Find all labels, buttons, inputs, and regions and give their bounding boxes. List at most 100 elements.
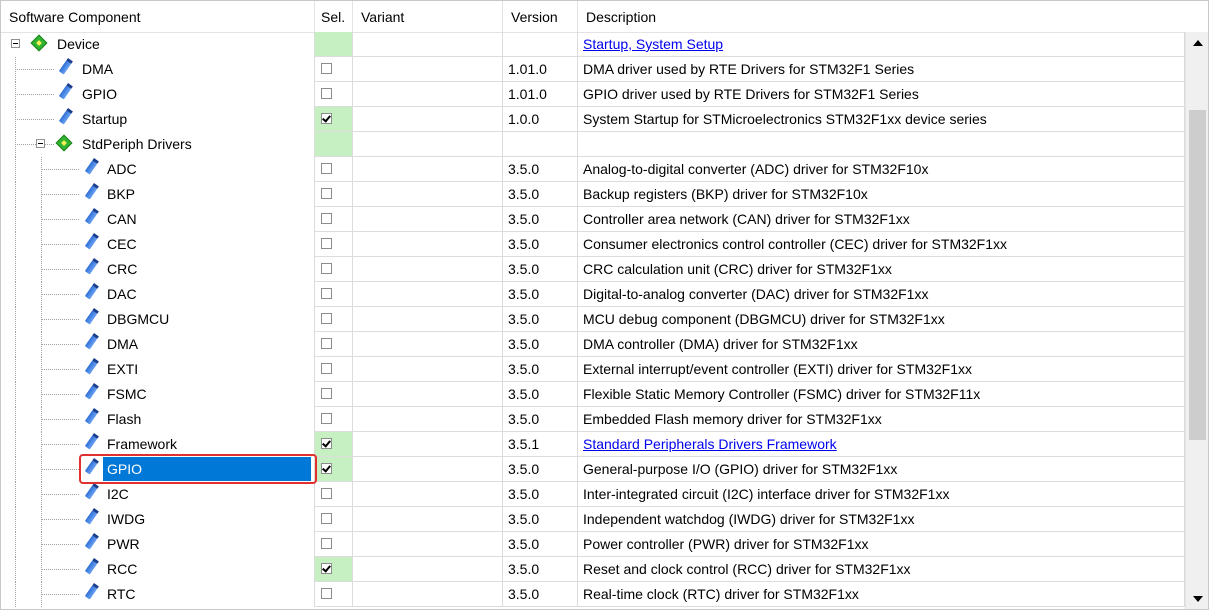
component-name[interactable]: CAN <box>107 211 137 227</box>
component-cell[interactable]: ADC <box>1 157 315 182</box>
component-name[interactable]: DAC <box>107 286 137 302</box>
sel-cell[interactable] <box>315 132 353 157</box>
select-checkbox[interactable] <box>321 238 332 249</box>
description-link[interactable]: Standard Peripherals Drivers Framework <box>583 436 837 452</box>
select-checkbox[interactable] <box>321 213 332 224</box>
component-cell[interactable]: I2C <box>1 482 315 507</box>
component-cell[interactable]: StdPeriph Drivers <box>1 132 315 157</box>
sel-cell[interactable] <box>315 257 353 282</box>
select-checkbox[interactable] <box>321 363 332 374</box>
select-checkbox[interactable] <box>321 513 332 524</box>
table-row[interactable]: DAC 3.5.0 Digital-to-analog converter (DAC… <box>1 282 1185 307</box>
sel-cell[interactable] <box>315 532 353 557</box>
description-cell[interactable]: Standard Peripherals Drivers Framework <box>578 432 1185 457</box>
sel-cell[interactable] <box>315 32 353 57</box>
collapse-toggle-icon[interactable] <box>36 139 45 148</box>
sel-cell[interactable] <box>315 282 353 307</box>
table-row[interactable]: Framework 3.5.1 Standard Peripherals Drive… <box>1 432 1185 457</box>
sel-cell[interactable] <box>315 82 353 107</box>
select-checkbox[interactable] <box>321 163 332 174</box>
table-row[interactable]: PWR 3.5.0 Power controller (PWR) driver fo… <box>1 532 1185 557</box>
select-checkbox[interactable] <box>321 438 332 449</box>
select-checkbox[interactable] <box>321 463 332 474</box>
description-cell[interactable]: Startup, System Setup <box>578 32 1185 57</box>
scrollbar-thumb[interactable] <box>1189 110 1206 440</box>
table-row[interactable]: DBGMCU 3.5.0 MCU debug component (DBGMCU) … <box>1 307 1185 332</box>
table-row[interactable]: Flash 3.5.0 Embedded Flash memory driver f… <box>1 407 1185 432</box>
component-name[interactable]: EXTI <box>107 361 139 377</box>
component-cell[interactable]: CEC <box>1 232 315 257</box>
sel-cell[interactable] <box>315 582 353 607</box>
select-checkbox[interactable] <box>321 563 332 574</box>
component-name[interactable]: CRC <box>107 261 138 277</box>
component-name[interactable]: FSMC <box>107 386 147 402</box>
select-checkbox[interactable] <box>321 88 332 99</box>
table-row[interactable]: EXTI 3.5.0 External interrupt/event contro… <box>1 357 1185 382</box>
header-sel[interactable]: Sel. <box>315 1 353 32</box>
component-name[interactable]: ADC <box>107 161 137 177</box>
select-checkbox[interactable] <box>321 413 332 424</box>
vertical-scrollbar[interactable] <box>1185 32 1208 609</box>
select-checkbox[interactable] <box>321 388 332 399</box>
component-name[interactable]: BKP <box>107 186 136 202</box>
header-variant[interactable]: Variant <box>353 1 503 32</box>
component-cell[interactable]: BKP <box>1 182 315 207</box>
sel-cell[interactable] <box>315 182 353 207</box>
table-row[interactable]: StdPeriph Drivers <box>1 132 1185 157</box>
sel-cell[interactable] <box>315 507 353 532</box>
table-row[interactable]: IWDG 3.5.0 Independent watchdog (IWDG) dri… <box>1 507 1185 532</box>
header-description[interactable]: Description <box>586 9 657 25</box>
select-checkbox[interactable] <box>321 188 332 199</box>
component-cell[interactable]: GPIO <box>1 457 315 482</box>
sel-cell[interactable] <box>315 57 353 82</box>
sel-cell[interactable] <box>315 407 353 432</box>
component-cell[interactable]: Flash <box>1 407 315 432</box>
component-name[interactable]: StdPeriph Drivers <box>82 136 192 152</box>
table-row[interactable]: RCC 3.5.0 Reset and clock control (RCC) dr… <box>1 557 1185 582</box>
component-name[interactable]: I2C <box>107 486 129 502</box>
sel-cell[interactable] <box>315 457 353 482</box>
component-name[interactable]: DMA <box>82 61 114 77</box>
select-checkbox[interactable] <box>321 488 332 499</box>
component-cell[interactable]: CAN <box>1 207 315 232</box>
component-name[interactable]: Startup <box>82 111 128 127</box>
select-checkbox[interactable] <box>321 263 332 274</box>
header-version[interactable]: Version <box>503 1 578 32</box>
component-cell[interactable]: EXTI <box>1 357 315 382</box>
select-checkbox[interactable] <box>321 313 332 324</box>
sel-cell[interactable] <box>315 557 353 582</box>
component-cell[interactable]: RCC <box>1 557 315 582</box>
sel-cell[interactable] <box>315 482 353 507</box>
select-checkbox[interactable] <box>321 288 332 299</box>
select-checkbox[interactable] <box>321 113 332 124</box>
component-cell[interactable]: DMA <box>1 332 315 357</box>
sel-cell[interactable] <box>315 307 353 332</box>
component-name[interactable]: RCC <box>107 561 138 577</box>
component-cell[interactable]: IWDG <box>1 507 315 532</box>
component-name[interactable]: IWDG <box>107 511 146 527</box>
table-row[interactable]: CAN 3.5.0 Controller area network (CAN) dr… <box>1 207 1185 232</box>
table-row[interactable]: Device Startup, System Setup <box>1 32 1185 57</box>
sel-cell[interactable] <box>315 157 353 182</box>
scroll-down-button[interactable] <box>1189 590 1206 607</box>
table-row[interactable]: DMA 3.5.0 DMA controller (DMA) driver for … <box>1 332 1185 357</box>
sel-cell[interactable] <box>315 332 353 357</box>
select-checkbox[interactable] <box>321 538 332 549</box>
select-checkbox[interactable] <box>321 63 332 74</box>
sel-cell[interactable] <box>315 432 353 457</box>
component-cell[interactable]: DBGMCU <box>1 307 315 332</box>
table-row[interactable]: GPIO 1.01.0 GPIO driver used by RTE Driver… <box>1 82 1185 107</box>
scroll-up-button[interactable] <box>1189 34 1206 51</box>
table-row[interactable]: CRC 3.5.0 CRC calculation unit (CRC) drive… <box>1 257 1185 282</box>
component-cell[interactable]: CRC <box>1 257 315 282</box>
component-name[interactable]: DMA <box>107 336 139 352</box>
component-name[interactable]: GPIO <box>82 86 118 102</box>
select-checkbox[interactable] <box>321 588 332 599</box>
component-name[interactable]: PWR <box>107 536 140 552</box>
header-software-component[interactable]: Software Component <box>1 1 315 32</box>
component-cell[interactable]: DAC <box>1 282 315 307</box>
select-checkbox[interactable] <box>321 338 332 349</box>
sel-cell[interactable] <box>315 382 353 407</box>
table-row[interactable]: DMA 1.01.0 DMA driver used by RTE Drivers … <box>1 57 1185 82</box>
component-cell[interactable]: PWR <box>1 532 315 557</box>
